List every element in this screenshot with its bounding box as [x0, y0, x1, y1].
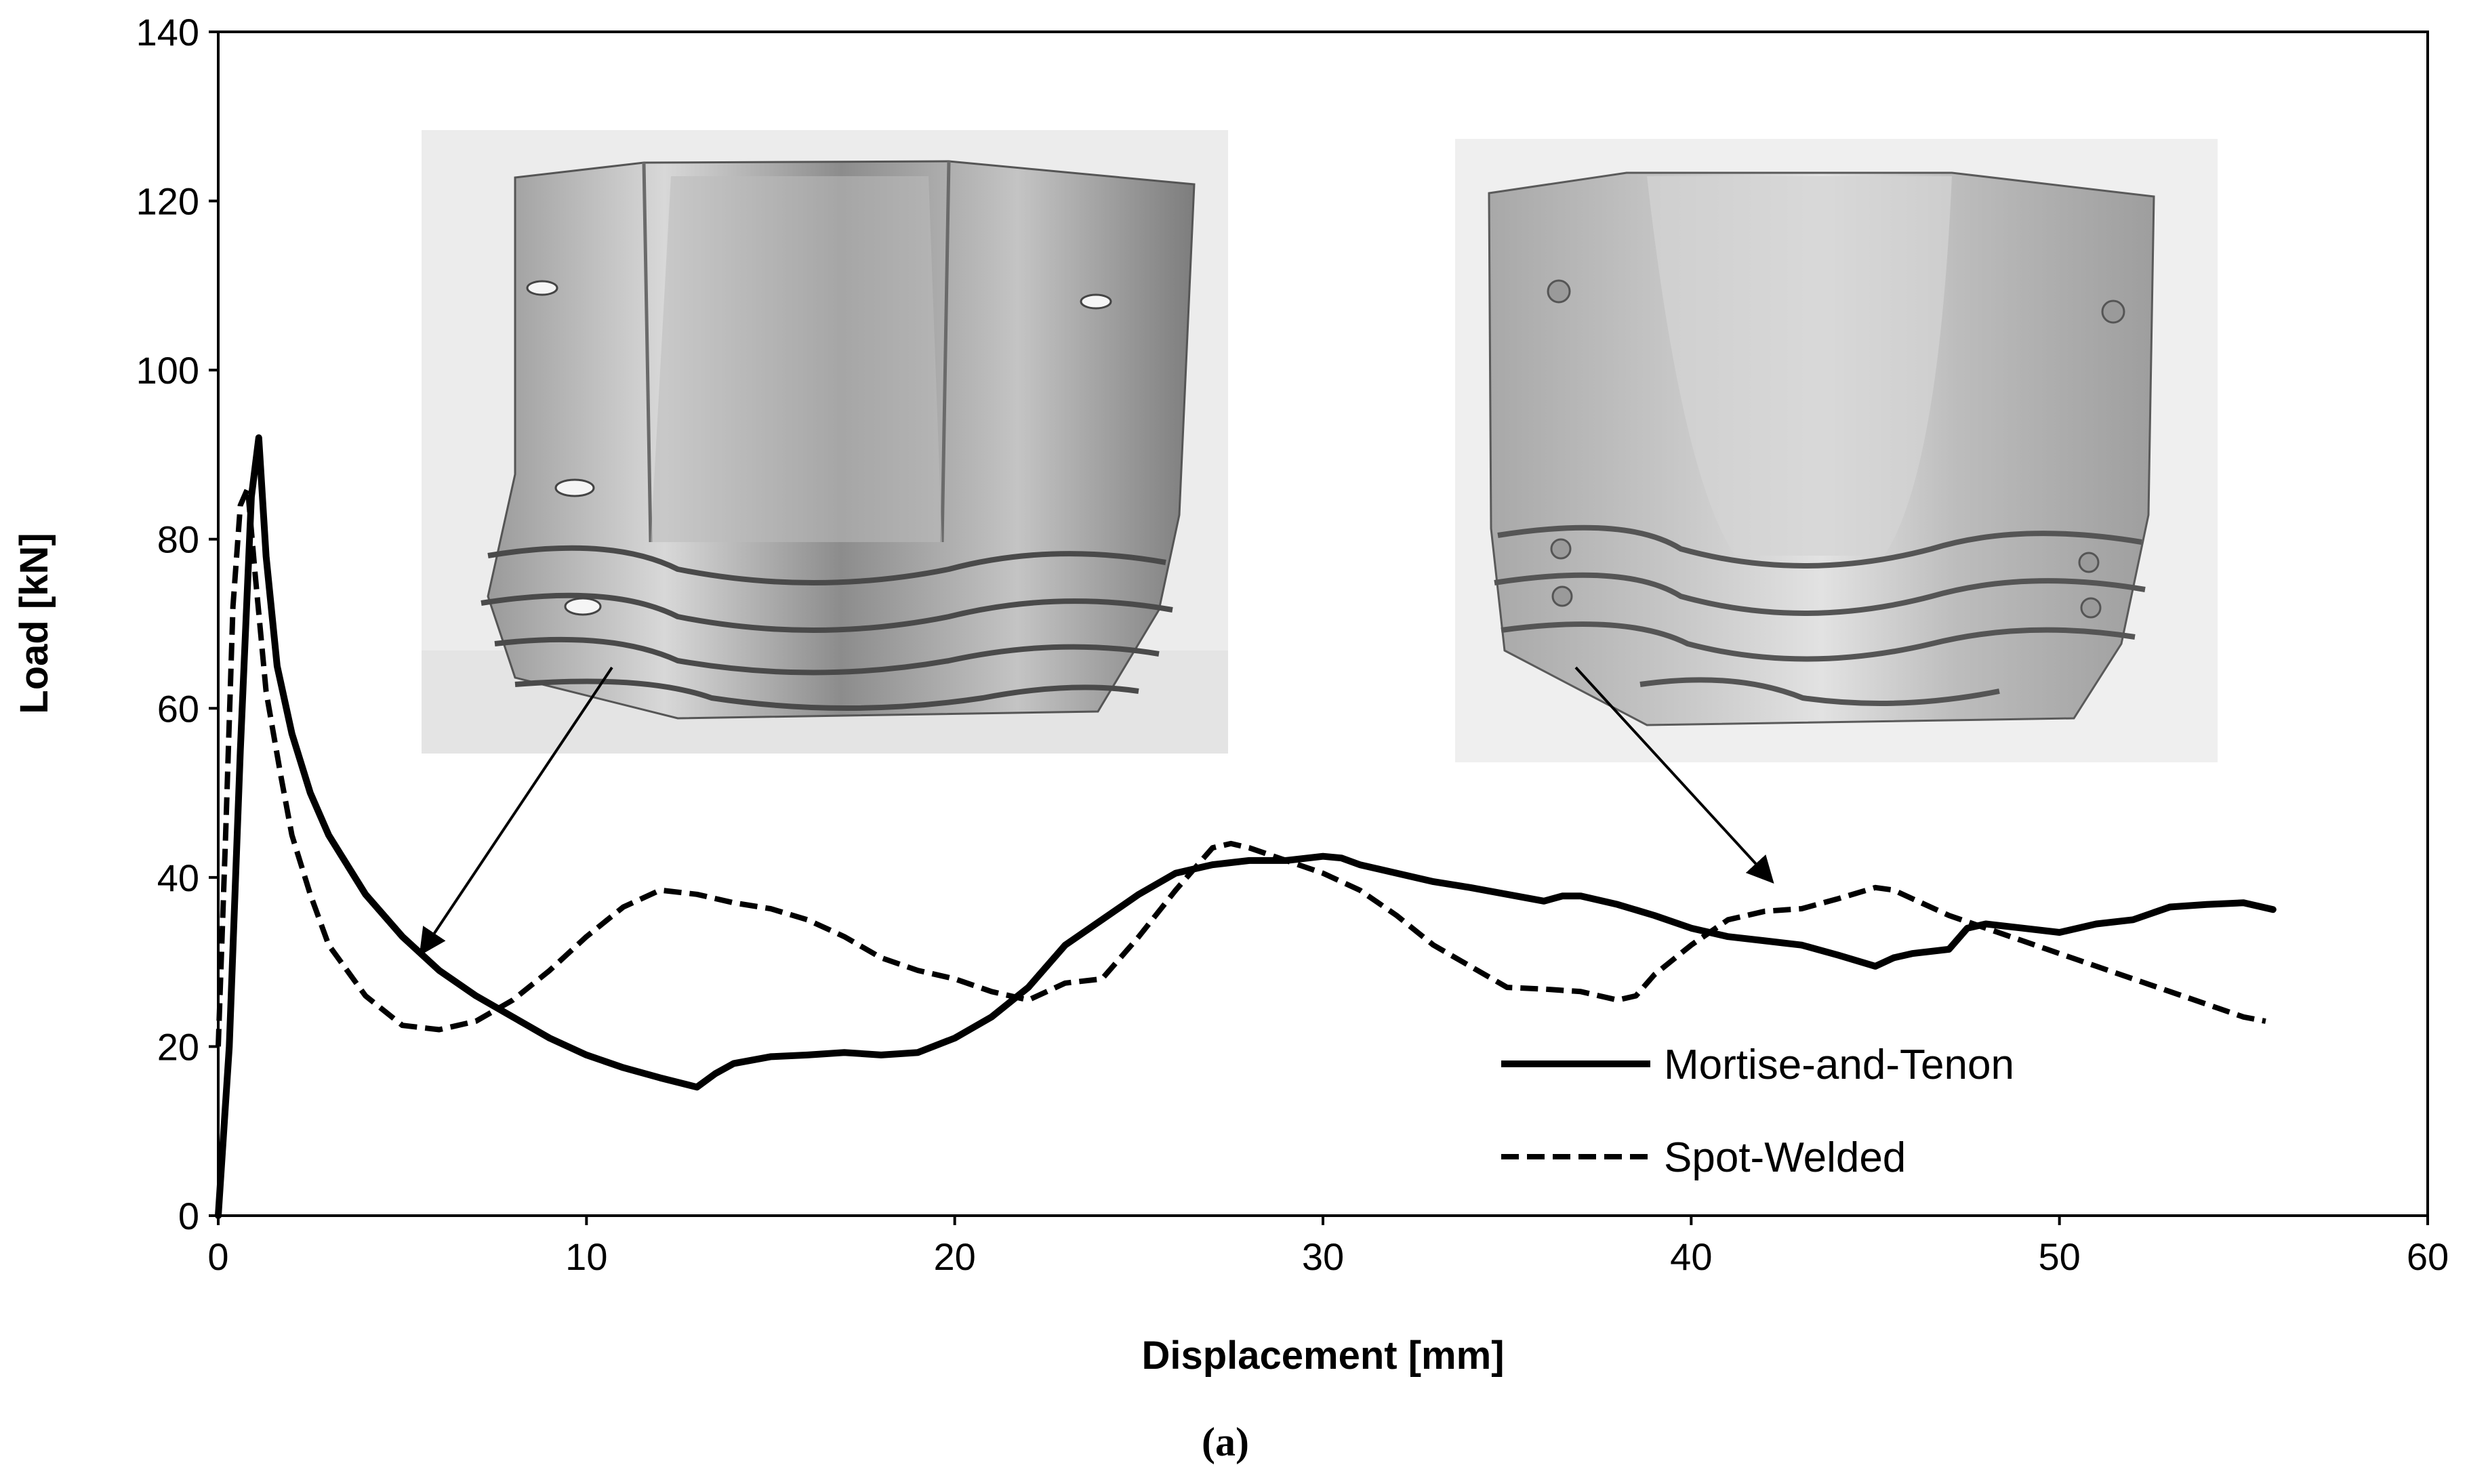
y-tick-label: 80: [157, 518, 199, 561]
y-tick-label: 20: [157, 1025, 199, 1068]
right-photo-arrow: [1574, 666, 1774, 884]
legend-label-spot-welded: Spot-Welded: [1664, 1134, 1906, 1181]
crushed-mortise-tenon-specimen-photo: [422, 130, 1228, 754]
x-tick-label: 10: [565, 1235, 607, 1278]
legend-label-mortise-and-tenon: Mortise-and-Tenon: [1664, 1042, 2014, 1088]
x-axis-title: Displacement [mm]: [1141, 1334, 1504, 1378]
y-tick-label: 140: [136, 11, 199, 54]
y-tick-label: 0: [178, 1195, 199, 1237]
x-tick-label: 0: [207, 1235, 228, 1278]
y-axis-ticks: 0 20 40 60 80 100 120 140: [136, 11, 218, 1237]
y-tick-label: 120: [136, 180, 199, 223]
y-tick-label: 60: [157, 687, 199, 730]
x-tick-label: 30: [1302, 1235, 1344, 1278]
figure-caption: (a): [1202, 1420, 1249, 1464]
x-tick-label: 20: [934, 1235, 976, 1278]
x-axis-ticks: 0 10 20 30 40 50 60: [207, 1216, 2449, 1278]
series-line-spot-welded: [216, 485, 2266, 1047]
y-tick-label: 100: [136, 349, 199, 392]
x-tick-label: 60: [2407, 1235, 2449, 1278]
y-axis-title: Load [kN]: [12, 533, 56, 714]
x-tick-label: 40: [1670, 1235, 1712, 1278]
crushed-spot-welded-specimen-photo: [1455, 139, 2218, 762]
left-photo-arrow: [419, 666, 613, 956]
y-tick-label: 40: [157, 857, 199, 899]
x-tick-label: 50: [2039, 1235, 2081, 1278]
legend: Mortise-and-Tenon Spot-Welded: [1501, 1042, 2014, 1181]
